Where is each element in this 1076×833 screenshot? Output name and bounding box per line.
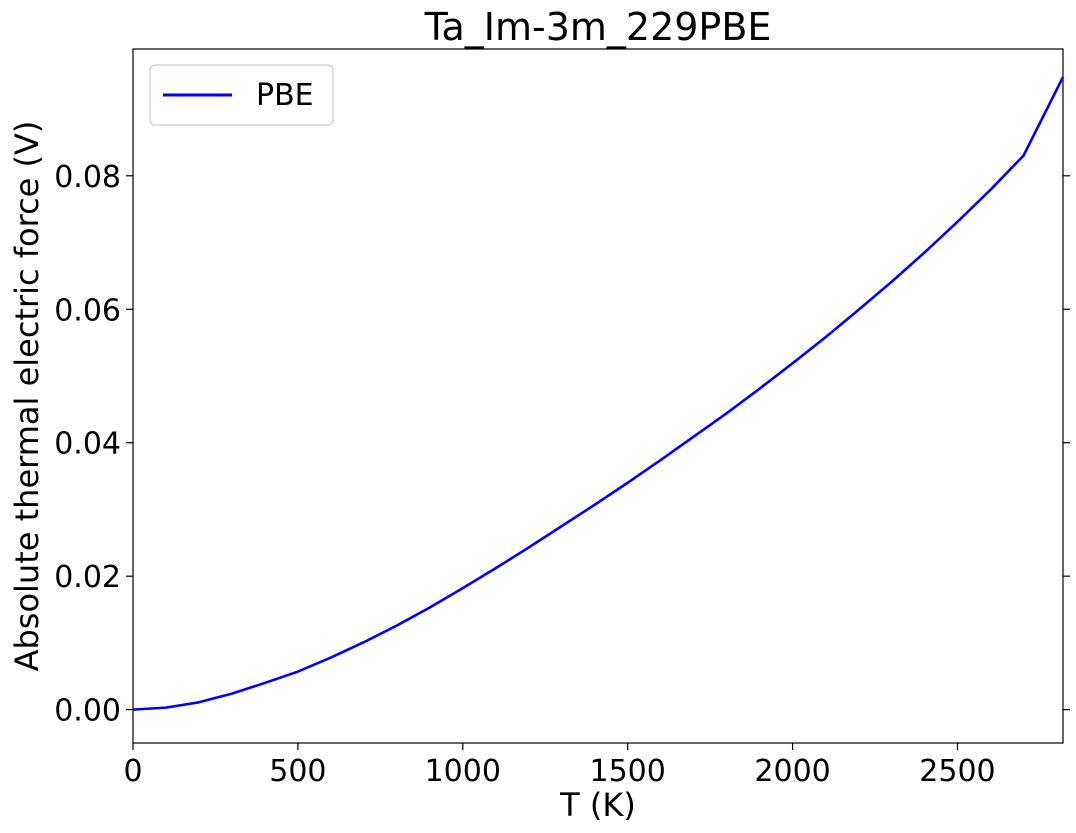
legend-box [149,64,334,126]
x-tick-label: 1000 [425,754,501,789]
y-tick-label: 0.08 [54,160,121,195]
y-tick-label: 0.02 [54,560,121,595]
y-axis-label: Absolute thermal electric force (V) [8,121,46,672]
series-line-pbe [132,76,1065,711]
x-tick-label: 2500 [919,754,995,789]
legend-label-pbe: PBE [256,78,314,113]
x-axis-label: T (K) [559,786,636,824]
legend: PBE [149,64,334,126]
x-axis: 0 500 1000 1500 2000 2500 [123,743,996,789]
chart-title: Ta_Im-3m_229PBE [424,5,772,49]
y-tick-label: 0.00 [54,694,121,729]
x-tick-label: 500 [269,754,326,789]
y-axis: 0.00 0.02 0.04 0.06 0.08 [54,160,1070,729]
plot-frame [132,48,1064,744]
y-tick-label: 0.06 [54,293,121,328]
plot-area [132,48,1065,744]
x-tick-label: 0 [123,754,142,789]
x-tick-label: 2000 [754,754,830,789]
y-tick-label: 0.04 [54,427,121,462]
series-layer [132,76,1065,711]
x-tick-label: 1500 [590,754,666,789]
